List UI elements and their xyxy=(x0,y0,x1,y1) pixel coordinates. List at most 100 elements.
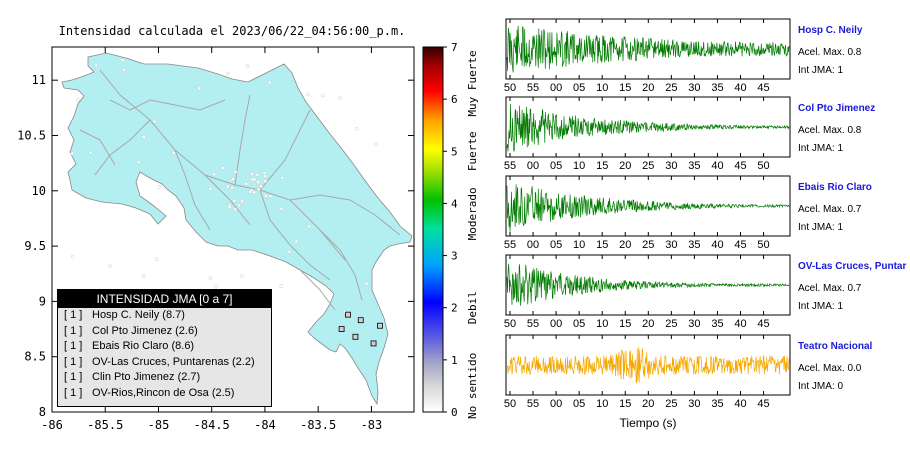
station-acel: Acel. Max. 0.8 xyxy=(798,47,862,58)
waveform-x-tick-label: 15 xyxy=(619,318,631,330)
legend-row: [ 1 ] Clin Pto Jimenez (2.7) xyxy=(58,370,271,386)
waveform-x-tick-label: 30 xyxy=(688,318,700,330)
station-markers xyxy=(338,311,383,347)
map-y-tick-label: 9.5 xyxy=(24,239,46,253)
waveform-x-tick-label: 45 xyxy=(734,160,746,172)
station-name: Col Pto Jimenez xyxy=(798,103,876,114)
waveform-x-tick-label: 25 xyxy=(665,318,677,330)
colorbar-intensity-label: Moderado xyxy=(466,187,479,240)
waveform-x-tick-label: 25 xyxy=(642,239,654,251)
waveform-trace xyxy=(506,263,790,306)
waveform-x-tick-label: 30 xyxy=(688,82,700,94)
station-jma: Int JMA: 1 xyxy=(798,222,844,233)
colorbar-intensity-label: Debil xyxy=(466,291,479,324)
waveform-x-tick-label: 50 xyxy=(757,160,769,172)
town-dot xyxy=(152,119,157,124)
town-dot xyxy=(248,190,252,194)
waveform-panel: 55 00 05 10 15 20 25 30 35 40 45 50 xyxy=(504,175,791,251)
map-x-tick-label: -85.5 xyxy=(87,418,123,432)
colorbar-tick-label: 7 xyxy=(451,41,458,54)
town-dot xyxy=(373,142,378,147)
waveform-x-tick-label: 50 xyxy=(504,82,516,94)
waveform-x-tick-label: 25 xyxy=(665,82,677,94)
waveform-panel: 55 00 05 10 15 20 25 30 35 40 45 50 xyxy=(504,96,791,172)
station-marker xyxy=(345,311,351,318)
town-dot xyxy=(221,165,225,170)
waveform-x-tick-label: 10 xyxy=(596,398,608,410)
colorbar-intensity-label: Muy Fuerte xyxy=(466,50,479,116)
town-dot xyxy=(237,203,242,208)
legend-level: [ 1 ] xyxy=(64,309,83,321)
waveform-x-tick-label: 55 xyxy=(527,318,539,330)
town-dots xyxy=(70,58,378,320)
waveform-x-tick-label: 50 xyxy=(757,239,769,251)
town-dot xyxy=(264,194,268,198)
legend-level: [ 1 ] xyxy=(64,340,83,352)
town-dot xyxy=(227,205,232,209)
town-dot xyxy=(88,150,93,155)
town-dot xyxy=(231,177,235,181)
colorbar-labels: No sentido Debil Moderado Fuerte Muy Fuerte xyxy=(466,50,479,419)
waveform-x-tick-label: 05 xyxy=(573,82,585,94)
town-dot xyxy=(233,207,237,212)
town-dot xyxy=(233,170,238,174)
map-x-tick-label: -84.5 xyxy=(194,418,230,432)
waveform-x-tick-label: 30 xyxy=(665,239,677,251)
legend-level: [ 1 ] xyxy=(64,324,83,337)
waveform-x-tick-label: 15 xyxy=(619,82,631,94)
map-x-tick-label: -83.5 xyxy=(300,418,336,432)
waveform-x-tick-label: 20 xyxy=(642,398,654,410)
town-dot xyxy=(279,206,284,211)
colorbar-intensity-label: Fuerte xyxy=(466,131,479,171)
station-name: Hosp C. Neily xyxy=(798,25,863,36)
waveform-x-tick-label: 25 xyxy=(642,160,654,172)
town-dot xyxy=(267,80,272,85)
town-dot xyxy=(287,249,292,254)
station-acel: Acel. Max. 0.8 xyxy=(798,125,862,136)
waveform-x-tick-label: 15 xyxy=(596,239,608,251)
map-x-tick-label: -84 xyxy=(254,418,276,432)
x-axis-title: Tiempo (s) xyxy=(620,416,677,430)
waveform-x-tick-label: 05 xyxy=(573,398,585,410)
town-dot xyxy=(122,67,126,72)
colorbar-tick-label: 4 xyxy=(451,197,458,210)
map-x-axis: -86 -85.5 -85 -84.5 -84 -83.5 -83 xyxy=(41,47,382,432)
waveform-x-tick-label: 55 xyxy=(504,239,516,251)
waveform-x-tick-label: 00 xyxy=(527,239,539,251)
map-title: Intensidad calculada el 2023/06/22_04:56… xyxy=(59,24,406,38)
waveform-x-tick-label: 00 xyxy=(550,82,562,94)
town-dot xyxy=(256,180,260,184)
town-dot xyxy=(76,98,80,102)
waveform-x-tick-label: 10 xyxy=(573,160,585,172)
waveform-x-tick-label: 40 xyxy=(734,398,746,410)
town-dot xyxy=(94,63,98,68)
waveform-trace xyxy=(506,25,790,73)
station-name: Teatro Nacional xyxy=(798,341,873,352)
map-y-tick-label: 9 xyxy=(39,294,46,308)
town-dot xyxy=(262,171,267,175)
waveform-x-tick-label: 35 xyxy=(688,239,700,251)
waveform-x-tick-label: 30 xyxy=(688,398,700,410)
town-dot xyxy=(197,86,201,91)
legend-row: [ 1 ] OV-Rios,Rincon de Osa (2.5) xyxy=(58,386,271,402)
waveform-x-tick-label: 05 xyxy=(550,239,562,251)
town-dot xyxy=(70,151,74,156)
road-network xyxy=(79,69,401,311)
town-dot xyxy=(244,182,248,186)
station-marker xyxy=(357,317,364,324)
waveform-panel: 50 55 00 05 10 15 20 25 30 35 40 45 xyxy=(504,334,791,410)
town-dot xyxy=(141,135,146,139)
map-x-tick-label: -85 xyxy=(148,418,170,432)
waveform-x-tick-label: 20 xyxy=(619,239,631,251)
colorbar xyxy=(422,46,444,413)
station-jma: Int JMA: 0 xyxy=(798,381,844,392)
town-dot xyxy=(141,274,146,278)
station-marker xyxy=(338,326,345,332)
waveform-x-tick-label: 05 xyxy=(550,160,562,172)
town-dot xyxy=(250,171,254,176)
waveform-panel: 50 55 00 05 10 15 20 25 30 35 40 45 xyxy=(504,254,791,330)
town-dot xyxy=(157,185,162,189)
waveform-x-tick-label: 55 xyxy=(527,398,539,410)
station-marker xyxy=(352,333,359,340)
town-dot xyxy=(230,185,234,190)
